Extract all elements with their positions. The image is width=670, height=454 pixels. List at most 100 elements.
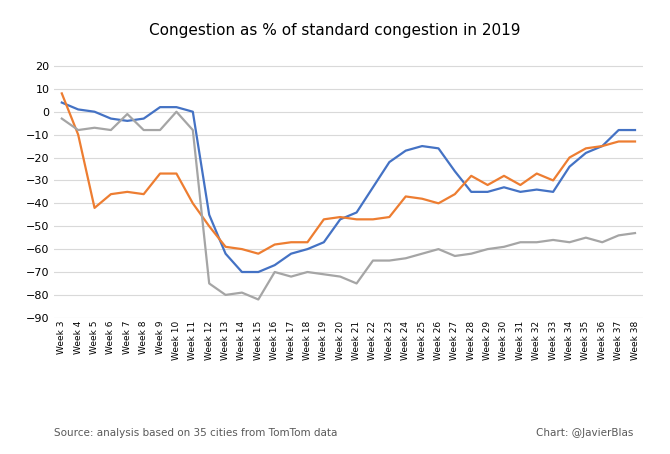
Text: Source: analysis based on 35 cities from TomTom data: Source: analysis based on 35 cities from… xyxy=(54,428,337,438)
Europe xyxy=(139,116,147,121)
Europe xyxy=(517,189,525,195)
Europe xyxy=(255,269,263,275)
Asia xyxy=(189,201,197,206)
Asia xyxy=(434,201,442,206)
Americas xyxy=(369,258,377,263)
Europe xyxy=(385,159,393,165)
Americas xyxy=(222,292,230,298)
Asia xyxy=(271,242,279,247)
Asia xyxy=(238,247,246,252)
Europe xyxy=(631,127,639,133)
Asia xyxy=(451,192,459,197)
Asia xyxy=(598,143,606,149)
Americas xyxy=(598,240,606,245)
Americas xyxy=(549,237,557,243)
Europe xyxy=(352,210,360,215)
Americas xyxy=(320,271,328,277)
Americas xyxy=(385,258,393,263)
Americas xyxy=(271,269,279,275)
Europe xyxy=(434,146,442,151)
Asia xyxy=(385,214,393,220)
Asia xyxy=(255,251,263,257)
Americas xyxy=(517,240,525,245)
Europe xyxy=(238,269,246,275)
Asia xyxy=(139,192,147,197)
Americas xyxy=(139,127,147,133)
Asia xyxy=(402,194,410,199)
Text: Chart: @JavierBlas: Chart: @JavierBlas xyxy=(536,428,633,438)
Americas xyxy=(565,240,574,245)
Asia xyxy=(500,173,508,178)
Europe xyxy=(189,109,197,114)
Europe xyxy=(467,189,475,195)
Americas xyxy=(287,274,295,279)
Asia xyxy=(172,171,180,176)
Europe xyxy=(172,104,180,110)
Asia xyxy=(369,217,377,222)
Asia xyxy=(320,217,328,222)
Asia xyxy=(565,155,574,160)
Asia xyxy=(156,171,164,176)
Americas xyxy=(74,127,82,133)
Americas xyxy=(484,247,492,252)
Europe xyxy=(369,185,377,190)
Europe xyxy=(58,100,66,105)
Europe xyxy=(533,187,541,192)
Europe xyxy=(336,217,344,222)
Asia xyxy=(582,146,590,151)
Asia xyxy=(58,91,66,96)
Americas xyxy=(336,274,344,279)
Europe xyxy=(156,104,164,110)
Europe xyxy=(222,251,230,257)
Asia xyxy=(107,192,115,197)
Asia xyxy=(484,182,492,188)
Americas xyxy=(205,281,213,286)
Asia xyxy=(614,139,622,144)
Americas xyxy=(533,240,541,245)
Americas xyxy=(434,247,442,252)
Americas xyxy=(352,281,360,286)
Asia xyxy=(287,240,295,245)
Americas xyxy=(304,269,312,275)
Text: Congestion as % of standard congestion in 2019: Congestion as % of standard congestion i… xyxy=(149,23,521,38)
Asia xyxy=(418,196,426,202)
Asia xyxy=(467,173,475,178)
Americas xyxy=(402,256,410,261)
Europe xyxy=(123,118,131,123)
Asia xyxy=(123,189,131,195)
Americas xyxy=(631,230,639,236)
Europe xyxy=(500,185,508,190)
Americas xyxy=(418,251,426,257)
Europe xyxy=(271,262,279,268)
Asia xyxy=(222,244,230,250)
Americas xyxy=(172,109,180,114)
Asia xyxy=(205,223,213,229)
Asia xyxy=(74,132,82,138)
Asia xyxy=(533,171,541,176)
Asia xyxy=(517,182,525,188)
Europe xyxy=(582,150,590,156)
Europe xyxy=(402,148,410,153)
Americas xyxy=(58,116,66,121)
Europe xyxy=(287,251,295,257)
Americas xyxy=(123,111,131,117)
Europe xyxy=(320,240,328,245)
Line: Europe: Europe xyxy=(62,103,635,272)
Europe xyxy=(598,143,606,149)
Europe xyxy=(549,189,557,195)
Americas xyxy=(90,125,98,130)
Europe xyxy=(451,168,459,174)
Europe xyxy=(107,116,115,121)
Europe xyxy=(90,109,98,114)
Americas xyxy=(614,232,622,238)
Asia xyxy=(549,178,557,183)
Europe xyxy=(74,107,82,112)
Europe xyxy=(484,189,492,195)
Americas xyxy=(238,290,246,296)
Europe xyxy=(304,247,312,252)
Americas xyxy=(500,244,508,250)
Europe xyxy=(614,127,622,133)
Americas xyxy=(255,297,263,302)
Line: Americas: Americas xyxy=(62,112,635,300)
Americas xyxy=(467,251,475,257)
